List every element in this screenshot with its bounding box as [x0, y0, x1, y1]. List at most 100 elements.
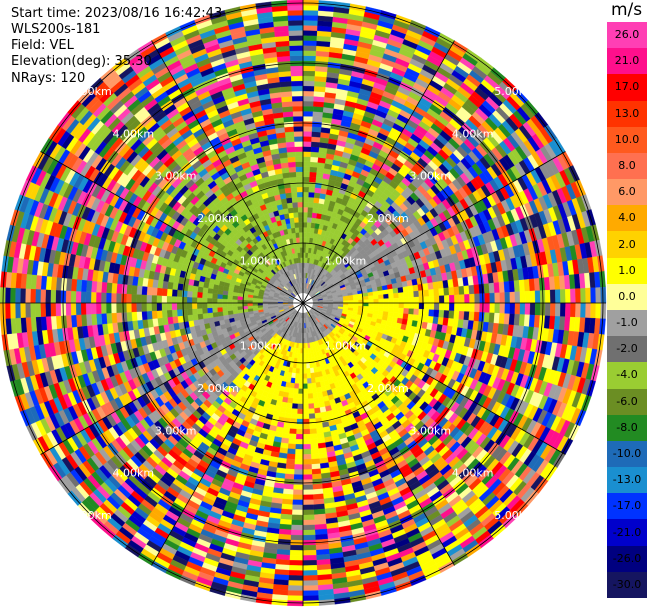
radar-gate	[283, 478, 294, 485]
radar-gate	[313, 192, 321, 199]
radar-gate	[479, 302, 485, 313]
radar-gate	[302, 25, 318, 31]
radar-gate	[433, 302, 440, 311]
radar-gate	[302, 171, 311, 178]
radar-gate	[439, 295, 445, 304]
radar-gate	[312, 493, 324, 500]
radar-gate	[293, 388, 299, 394]
radar-gate	[302, 363, 307, 369]
radar-gate	[312, 478, 323, 485]
radar-gate	[397, 287, 404, 294]
radar-gate	[281, 498, 293, 505]
radar-gate	[402, 286, 409, 293]
radar-gate	[398, 297, 405, 304]
radar-gate	[363, 299, 369, 304]
radar-gate	[478, 312, 485, 323]
radar-gate	[378, 306, 384, 312]
radar-gate	[306, 378, 312, 384]
radar-gate	[302, 595, 319, 602]
radar-gate	[514, 291, 521, 304]
radar-gate	[289, 544, 304, 551]
radar-gate	[378, 298, 384, 304]
radar-gate	[433, 309, 440, 318]
radar-gate	[459, 302, 465, 312]
radar-gate	[309, 161, 318, 168]
radar-gate	[302, 353, 307, 359]
radar-gate	[408, 297, 415, 304]
radar-gate	[489, 302, 496, 314]
radar-gate	[311, 473, 322, 480]
radar-gate	[398, 307, 405, 314]
radar-gate	[302, 65, 316, 72]
radar-gate	[565, 288, 571, 304]
radar-gate	[294, 459, 304, 465]
radar-gate	[343, 298, 349, 302]
radar-gate	[302, 398, 309, 405]
radar-gate	[468, 311, 475, 322]
radar-gate	[311, 458, 321, 465]
radar-gate	[313, 101, 325, 108]
radar-gate	[549, 302, 556, 317]
radar-gate	[524, 302, 531, 316]
radar-gate	[302, 514, 315, 521]
radar-gate	[302, 105, 314, 112]
radar-gate	[302, 549, 317, 556]
radar-gate	[310, 151, 319, 158]
radar-gate	[287, 590, 304, 597]
radar-gate	[544, 302, 551, 317]
radar-gate	[353, 302, 359, 307]
radar-gate	[463, 285, 470, 295]
radar-gate	[296, 413, 304, 420]
radar-gate	[524, 290, 531, 304]
radar-gate	[413, 290, 420, 298]
radar-gate	[368, 295, 374, 300]
radar-gate	[309, 423, 317, 430]
radar-gate	[289, 560, 304, 566]
radar-gate	[298, 378, 304, 384]
radar-gate	[302, 50, 317, 57]
radar-gate	[313, 402, 320, 409]
radar-gate	[312, 207, 319, 214]
radar-gate	[302, 151, 312, 157]
radar-gate	[368, 299, 374, 304]
radar-gate	[388, 307, 394, 313]
radar-gate	[499, 302, 506, 314]
radar-gate	[312, 202, 319, 209]
radar-gate	[398, 302, 405, 309]
radar-gate	[418, 302, 425, 310]
radar-gate	[311, 463, 321, 470]
radar-gate	[413, 302, 420, 310]
radar-gate	[302, 136, 312, 142]
radar-gate	[473, 311, 480, 322]
radar-gate	[393, 302, 400, 309]
radar-gate	[509, 291, 516, 304]
radar-gate	[311, 382, 317, 389]
radar-gate	[297, 398, 304, 405]
radar-gate	[509, 302, 516, 315]
radar-gate	[310, 156, 319, 163]
radar-gate	[296, 418, 304, 425]
radar-gate	[302, 585, 319, 591]
radar-gate	[494, 302, 501, 314]
radar-gate	[297, 393, 304, 400]
radar-gate	[504, 302, 511, 314]
radar-gate	[302, 454, 312, 460]
radar-gate	[302, 206, 309, 213]
radar-gate	[478, 283, 485, 294]
radar-gate	[534, 302, 541, 316]
radar-gate	[484, 302, 491, 313]
radar-gate	[306, 232, 311, 238]
radar-gate	[483, 283, 490, 294]
radar-gate	[287, 392, 294, 399]
radar-gate	[309, 428, 317, 435]
radar-gate	[585, 287, 591, 304]
radar-gate	[302, 186, 310, 193]
radar-gate	[454, 302, 460, 312]
radar-gate	[302, 100, 314, 107]
radar-gate	[292, 489, 304, 496]
radar-gate	[493, 282, 500, 294]
radar-gate	[302, 388, 308, 395]
radar-gate	[453, 286, 460, 296]
radar-gate	[295, 444, 304, 450]
